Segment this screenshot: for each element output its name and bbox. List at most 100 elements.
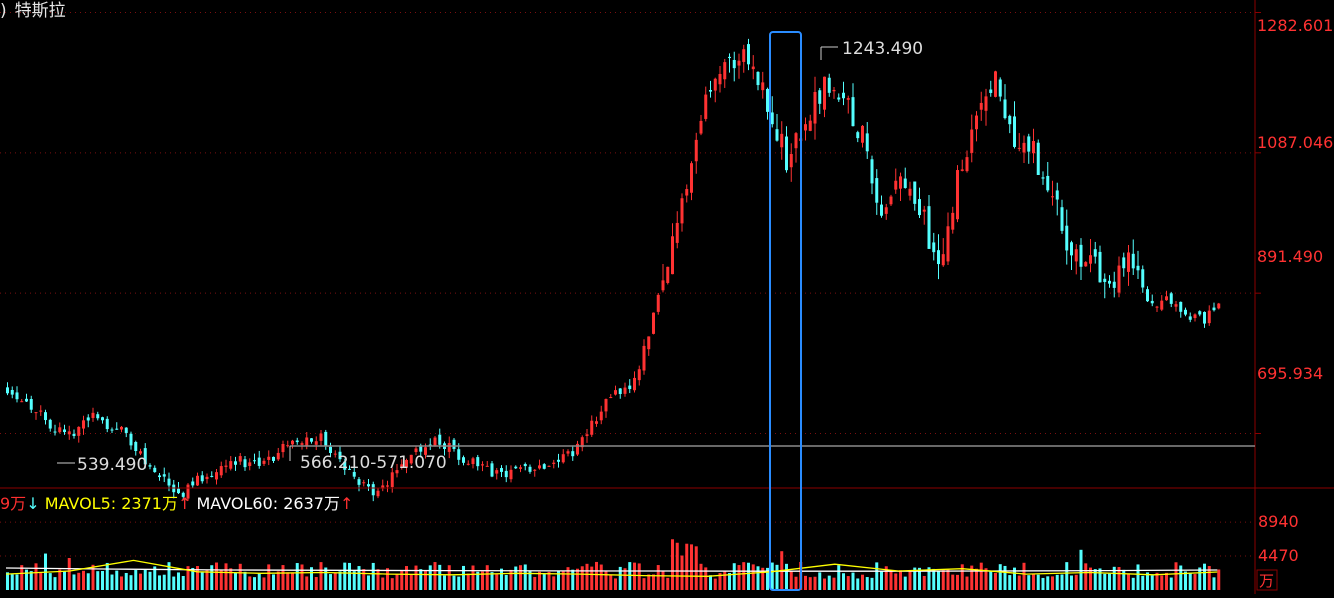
volume-bar[interactable] [1103,573,1107,590]
candle-body[interactable] [495,470,499,474]
volume-bar[interactable] [1150,575,1154,590]
candle-body[interactable] [652,312,655,334]
volume-bar[interactable] [53,577,57,590]
volume-bar[interactable] [576,568,579,590]
volume-bar[interactable] [1032,574,1035,590]
candle-body[interactable] [889,196,893,205]
candle-body[interactable] [623,387,627,394]
candle-body[interactable] [310,438,313,442]
volume-bar[interactable] [951,574,955,590]
volume-bar[interactable] [110,574,114,590]
volume-bar[interactable] [162,574,166,590]
volume-bar[interactable] [371,562,375,590]
candle-body[interactable] [713,78,717,91]
volume-bar[interactable] [10,574,14,590]
candle-body[interactable] [884,207,888,214]
volume-bar[interactable] [737,565,741,590]
candle-body[interactable] [1027,136,1031,152]
volume-bar[interactable] [191,567,195,590]
volume-bar[interactable] [566,567,570,590]
candle-body[interactable] [490,463,494,477]
volume-bar[interactable] [1160,575,1164,590]
volume-bar[interactable] [48,573,52,590]
volume-bar[interactable] [1169,577,1173,590]
volume-bar[interactable] [1193,574,1197,590]
volume-bar[interactable] [913,567,917,590]
candle-body[interactable] [291,440,294,445]
candle-body[interactable] [1198,311,1202,315]
candle-body[interactable] [224,465,228,467]
volume-bar[interactable] [485,565,489,590]
candle-body[interactable] [946,226,950,262]
volume-bar[interactable] [865,577,869,590]
volume-bar[interactable] [1098,568,1102,590]
candle-body[interactable] [984,96,988,111]
candle-body[interactable] [780,133,784,148]
volume-bar[interactable] [775,564,779,590]
candle-body[interactable] [709,89,712,92]
candle-body[interactable] [561,454,565,463]
volume-bar[interactable] [595,561,598,590]
volume-bar[interactable] [656,565,660,590]
candle-body[interactable] [272,456,275,461]
candle-body[interactable] [414,448,418,453]
volume-bar[interactable] [851,572,855,590]
volume-bar[interactable] [234,572,237,590]
volume-bar[interactable] [172,576,176,590]
volume-bar[interactable] [642,578,646,590]
candle-body[interactable] [975,115,978,130]
volume-bar[interactable] [67,558,71,590]
volume-bar[interactable] [846,576,850,590]
volume-bar[interactable] [20,565,24,590]
candle-body[interactable] [281,443,285,453]
volume-bar[interactable] [310,567,313,590]
volume-bar[interactable] [428,565,432,590]
volume-bar[interactable] [490,572,494,590]
candle-body[interactable] [875,178,879,203]
candle-body[interactable] [880,204,883,216]
candle-body[interactable] [243,459,247,468]
candle-body[interactable] [922,209,926,212]
candle-body[interactable] [1169,293,1173,304]
volume-bar[interactable] [927,567,931,590]
candle-body[interactable] [196,475,199,486]
candle-body[interactable] [462,457,465,463]
volume-bar[interactable] [129,575,133,590]
volume-bar[interactable] [875,562,879,590]
volume-bar[interactable] [956,574,959,590]
volume-bar[interactable] [1117,567,1121,590]
volume-bar[interactable] [1131,577,1135,590]
volume-bar[interactable] [105,562,109,590]
volume-bar[interactable] [367,575,370,590]
volume-bar[interactable] [224,563,228,590]
volume-bar[interactable] [941,570,945,590]
volume-bar[interactable] [257,573,261,590]
candle-body[interactable] [547,465,551,467]
candle-body[interactable] [732,59,736,69]
candle-body[interactable] [960,169,964,171]
candle-body[interactable] [476,457,480,467]
candle-body[interactable] [181,492,185,497]
candle-body[interactable] [728,56,731,59]
volume-bar[interactable] [1051,576,1054,590]
volume-bar[interactable] [1155,572,1159,590]
volume-bar[interactable] [1212,577,1216,590]
candle-body[interactable] [1146,289,1149,302]
candle-body[interactable] [557,459,560,462]
candle-body[interactable] [162,474,166,477]
candle-body[interactable] [367,484,370,487]
candle-body[interactable] [1013,116,1016,147]
candle-body[interactable] [115,428,119,430]
candle-body[interactable] [932,242,936,253]
candle-body[interactable] [1103,278,1107,282]
volume-bar[interactable] [267,564,271,590]
candle-body[interactable] [129,433,133,446]
candle-body[interactable] [590,420,594,435]
volume-bar[interactable] [785,563,788,590]
candle-body[interactable] [210,475,214,477]
candle-body[interactable] [808,120,812,131]
candle-body[interactable] [965,157,969,172]
volume-bar[interactable] [352,571,356,590]
candle-body[interactable] [1122,257,1126,269]
volume-series[interactable] [6,539,1221,590]
